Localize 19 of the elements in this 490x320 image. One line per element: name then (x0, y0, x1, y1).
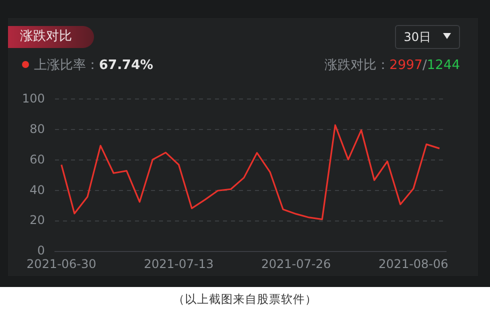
text: 30日 (394, 25, 460, 49)
x-tick-label: 2021-07-26 (261, 256, 331, 271)
y-tick-label: 0 (37, 244, 45, 258)
text: 上涨比率： (34, 58, 99, 73)
x-tick-label: 2021-07-13 (144, 256, 214, 271)
x-tick-label: 2021-08-06 (378, 256, 448, 271)
text: （以上截图来自股票软件） (172, 292, 318, 307)
text: 2997 (389, 58, 423, 73)
y-tick-label: 20 (30, 213, 45, 228)
y-tick-label: 100 (22, 91, 45, 106)
chart-title: 涨跌对比 (8, 26, 94, 48)
text: 涨跌对比： (324, 58, 390, 73)
y-tick-label: 60 (30, 152, 45, 166)
text: 67.74% (99, 58, 154, 73)
text: 1244 (426, 58, 460, 73)
x-tick-label: 2021-06-30 (26, 256, 96, 271)
text: / (422, 58, 427, 73)
y-tick-label: 40 (30, 182, 45, 197)
y-tick-label: 80 (30, 122, 45, 136)
